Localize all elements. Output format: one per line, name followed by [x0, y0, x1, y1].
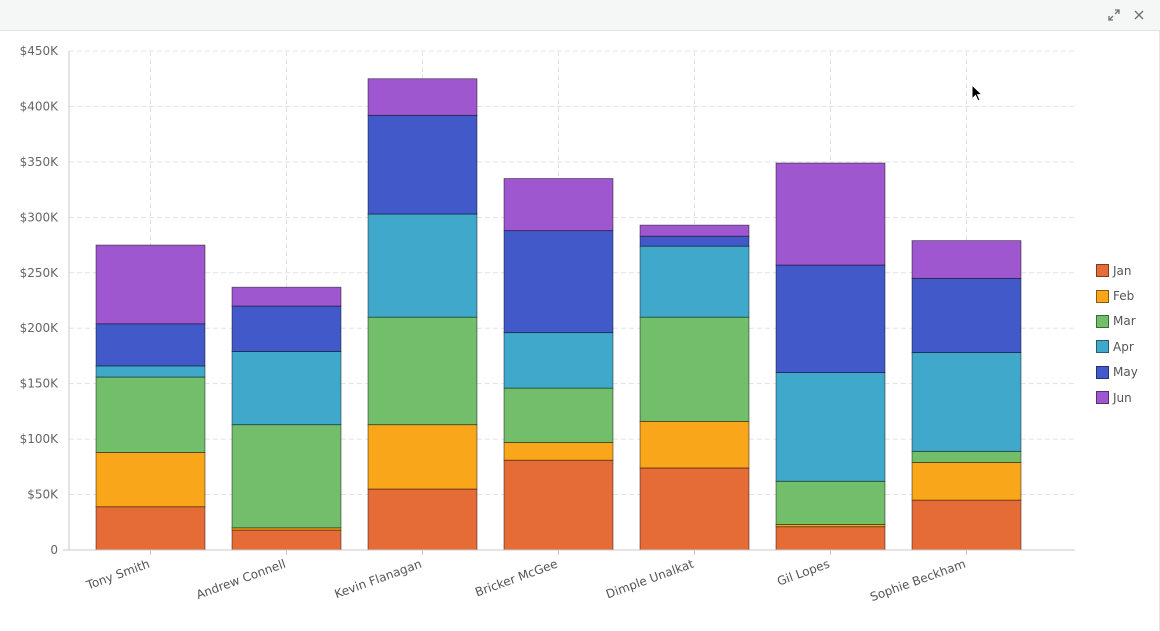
- x-tick-label: Dimple Unalkat: [604, 557, 696, 602]
- bar-segment-apr: [911, 352, 1022, 452]
- legend-swatch: [1096, 340, 1109, 354]
- bar-segment-may: [367, 114, 478, 215]
- bar-segment-may: [503, 230, 614, 334]
- bar-segment-jun: [775, 162, 886, 266]
- x-tick-label: Gil Lopes: [775, 557, 831, 589]
- legend-label: Apr: [1113, 339, 1134, 354]
- y-tick-label: $300K: [20, 210, 60, 224]
- legend-swatch: [1096, 314, 1109, 328]
- bar-segment-jan: [911, 499, 1022, 551]
- legend-label: May: [1113, 365, 1138, 380]
- chart-panel: 0 $50K $100K $150K $200K $250K $300K $350K $400K…: [0, 31, 1160, 631]
- bar-segment-jan: [367, 488, 478, 551]
- bar-segment-feb: [503, 442, 614, 461]
- bar-segment-mar: [367, 316, 478, 426]
- bar-segment-may: [775, 264, 886, 373]
- y-tick-label: $350K: [20, 155, 60, 169]
- legend-item-feb[interactable]: Feb: [1096, 283, 1138, 308]
- legend-swatch: [1096, 365, 1109, 379]
- y-tick-label: $450K: [20, 44, 60, 58]
- bar-segment-apr: [639, 245, 750, 318]
- legend-item-may[interactable]: May: [1096, 360, 1138, 385]
- bar-segment-apr: [503, 332, 614, 389]
- stacked-bar-chart: 0 $50K $100K $150K $200K $250K $300K $350K $400K…: [20, 44, 1075, 605]
- legend-swatch: [1096, 264, 1109, 278]
- bar-segment-feb: [639, 420, 750, 469]
- bar-segment-mar: [775, 480, 886, 525]
- bar-segment-mar: [95, 376, 206, 453]
- bar-segment-mar: [503, 387, 614, 443]
- bar-segment-apr: [367, 213, 478, 318]
- expand-arrows-icon[interactable]: [1105, 6, 1123, 24]
- bar-segment-feb: [911, 461, 1022, 501]
- bar-segment-apr: [231, 351, 342, 426]
- y-tick-label: $400K: [20, 99, 60, 113]
- bar-segment-may: [95, 323, 206, 367]
- bar-segment-jan: [231, 529, 342, 551]
- bar-segment-feb: [95, 452, 206, 508]
- bar-segment-jan: [639, 467, 750, 551]
- bar-segment-jun: [231, 286, 342, 307]
- legend-item-jan[interactable]: Jan: [1096, 258, 1138, 283]
- legend-label: Mar: [1113, 314, 1136, 329]
- legend-swatch: [1096, 289, 1109, 303]
- x-tick-label: Kevin Flanagan: [333, 557, 424, 601]
- legend-swatch: [1096, 391, 1109, 405]
- close-icon[interactable]: [1130, 6, 1148, 24]
- bar-segment-apr: [95, 365, 206, 378]
- legend-label: Feb: [1113, 289, 1135, 304]
- bar-segment-apr: [775, 372, 886, 482]
- bar-segment-jun: [911, 240, 1022, 279]
- bar-segment-mar: [231, 424, 342, 529]
- bar-segment-mar: [911, 450, 1022, 463]
- bar-segment-jun: [95, 244, 206, 325]
- window-titlebar: [0, 0, 1160, 31]
- bar-segment-jun: [503, 178, 614, 232]
- legend-label: Jan: [1113, 263, 1132, 278]
- x-tick-label: Andrew Connell: [194, 557, 287, 602]
- legend-item-mar[interactable]: Mar: [1096, 309, 1138, 334]
- y-tick-label: $200K: [20, 321, 60, 335]
- x-tick-label: Sophie Beckham: [868, 557, 967, 605]
- x-tick-label: Bricker McGee: [473, 557, 559, 600]
- y-tick-label: 0: [50, 543, 58, 557]
- bar-segment-may: [231, 305, 342, 352]
- bar-segment-jan: [95, 506, 206, 551]
- y-tick-label: $50K: [27, 488, 59, 502]
- legend-item-jun[interactable]: Jun: [1096, 385, 1138, 410]
- legend-item-apr[interactable]: Apr: [1096, 334, 1138, 359]
- y-tick-label: $250K: [20, 266, 60, 280]
- legend-label: Jun: [1113, 390, 1132, 405]
- y-tick-label: $100K: [20, 432, 60, 446]
- bar-segment-jan: [503, 459, 614, 551]
- bar-segment-may: [911, 277, 1022, 354]
- bar-segment-may: [639, 235, 750, 247]
- bar-segment-jun: [639, 224, 750, 237]
- chart-legend: Jan Feb Mar Apr May Jun: [1096, 258, 1138, 410]
- bar-segment-feb: [367, 424, 478, 490]
- y-tick-label: $150K: [20, 377, 60, 391]
- bar-segment-jan: [775, 526, 886, 551]
- x-tick-label: Tony Smith: [84, 557, 152, 593]
- bar-segment-jun: [367, 78, 478, 116]
- bar-segment-mar: [639, 316, 750, 422]
